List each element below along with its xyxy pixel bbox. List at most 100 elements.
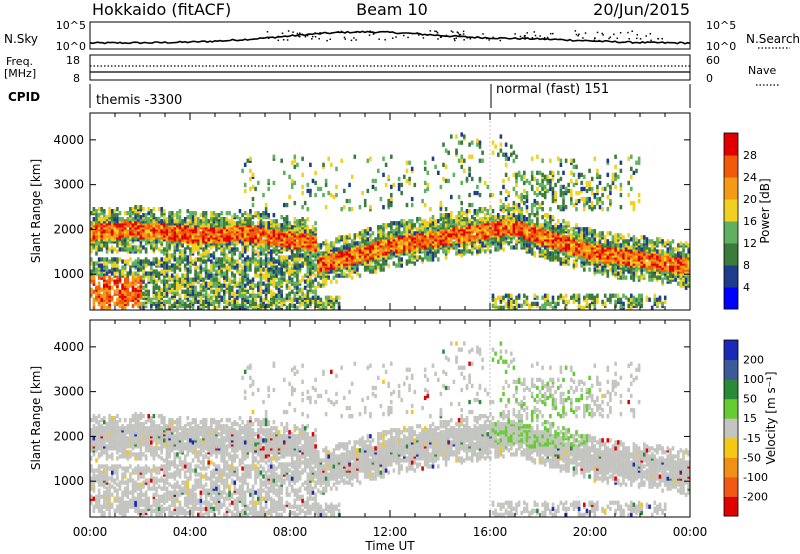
power-cell (225, 235, 229, 240)
power-cell (358, 241, 362, 246)
power-cell (228, 267, 231, 272)
power-cell (243, 211, 247, 216)
nsky-tick-bottom-left: 10^0 (56, 40, 86, 53)
power-cell (142, 305, 145, 310)
power-cell (217, 265, 221, 270)
power-cell (90, 287, 93, 292)
power-cell (155, 221, 158, 226)
nsky-dot (602, 34, 604, 36)
nsky-dot (326, 39, 328, 42)
power-cell (116, 217, 119, 222)
power-cell (301, 275, 304, 280)
power-cell (197, 291, 200, 296)
nsky-dot (469, 37, 472, 40)
power-cell (303, 219, 307, 224)
power-cell (350, 174, 354, 179)
nsky-dot (462, 30, 465, 33)
power-cell (288, 237, 291, 242)
power-cell (137, 213, 140, 218)
power-cell (510, 245, 513, 250)
power-cell (277, 233, 281, 238)
power-cell (277, 249, 281, 254)
power-cell (131, 271, 135, 276)
power-cell (572, 158, 576, 163)
power-cell (541, 207, 544, 212)
power-cell (199, 265, 203, 270)
power-cell (280, 297, 283, 302)
power-cell (246, 295, 250, 300)
power-cell (583, 227, 586, 232)
power-cell (241, 283, 244, 288)
power-cell (293, 158, 297, 163)
power-cell (296, 162, 299, 167)
power-cell (502, 241, 505, 246)
power-cell (129, 291, 132, 296)
power-cell (298, 263, 302, 268)
nsky-dot (416, 32, 418, 34)
power-cell (564, 205, 568, 210)
power-cell (517, 202, 521, 208)
power-cell (319, 251, 323, 256)
power-cell (251, 283, 255, 288)
power-cell (202, 267, 205, 272)
nsky-dot (598, 39, 600, 42)
power-cell (126, 291, 130, 296)
power-cell (176, 219, 179, 224)
power-cell (280, 289, 283, 294)
power-cell (257, 180, 260, 186)
power-cell (363, 239, 367, 244)
power-cell (491, 150, 495, 155)
power-cell (358, 249, 362, 254)
power-cell (429, 207, 432, 212)
power-cell (165, 265, 169, 270)
power-cell (455, 251, 458, 256)
power-cell (123, 219, 127, 224)
power-cell (543, 184, 547, 190)
power-cell (369, 265, 372, 270)
power-cell (290, 269, 294, 274)
power-cell (121, 265, 124, 270)
power-cell (118, 269, 122, 274)
power-cell (470, 140, 474, 145)
power-cell (105, 249, 109, 254)
power-cell (486, 241, 490, 246)
power-cell (194, 257, 197, 262)
power-cell (259, 247, 263, 252)
power-cell (100, 243, 103, 248)
power-cell (567, 188, 570, 194)
power-cell (223, 295, 226, 300)
power-cell (92, 289, 96, 294)
power-cell (249, 168, 252, 173)
power-cell (332, 194, 336, 200)
power-cell (515, 154, 518, 159)
power-cell (126, 271, 130, 276)
power-cell (309, 297, 312, 302)
power-cell (408, 176, 411, 182)
power-cell (225, 211, 229, 216)
power-cell (118, 227, 122, 232)
power-cell (536, 211, 539, 216)
power-cell (290, 160, 294, 165)
power-cell (170, 211, 174, 216)
power-cell (491, 229, 495, 234)
power-cell (437, 231, 440, 236)
power-cell (129, 269, 132, 274)
power-cell (142, 259, 145, 264)
power-cell (249, 267, 252, 272)
power-cell (155, 291, 158, 296)
power-cell (577, 233, 581, 238)
power-cell (165, 253, 169, 258)
power-cell (431, 253, 435, 258)
power-cell (583, 196, 586, 202)
power-cell (144, 213, 148, 218)
power-cell (163, 285, 166, 290)
power-cell (131, 249, 135, 254)
power-cell (236, 299, 239, 304)
power-cell (270, 261, 273, 266)
power-cell (463, 247, 466, 252)
power-cell (134, 271, 137, 276)
power-cell (186, 209, 190, 214)
power-cell (272, 180, 276, 186)
power-cell (207, 281, 210, 286)
power-cell (444, 148, 448, 153)
